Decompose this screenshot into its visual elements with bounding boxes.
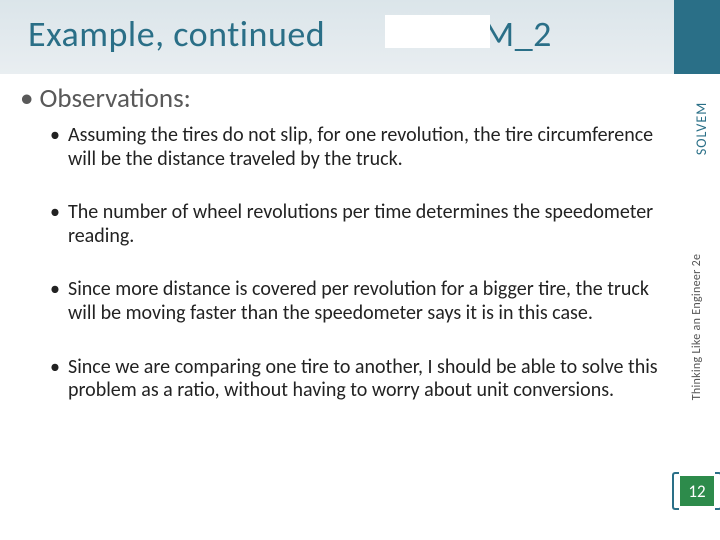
bullet-item: Since more distance is covered per revol…	[50, 278, 658, 325]
page-bracket-left-icon	[672, 472, 679, 510]
title-strike-box	[385, 15, 490, 48]
title-left: Example, continued	[28, 12, 325, 56]
slide-root: Example, continued SOLVEM_2 • Observatio…	[0, 0, 720, 540]
attribution-label: Thinking Like an Engineer 2e	[690, 242, 704, 412]
section-heading: • Observations:	[20, 82, 191, 115]
solvem-side-label: SOLVEM	[693, 102, 710, 155]
bullet-list: Assuming the tires do not slip, for one …	[50, 124, 658, 433]
bullet-item: Since we are comparing one tire to anoth…	[50, 356, 658, 403]
page-number-box: 12	[680, 476, 714, 506]
bullet-item: The number of wheel revolutions per time…	[50, 201, 658, 248]
page-number: 12	[688, 481, 705, 502]
page-bracket-right-icon	[715, 472, 720, 510]
bullet-item: Assuming the tires do not slip, for one …	[50, 124, 658, 171]
right-rail: SOLVEM Thinking Like an Engineer 2e 12	[674, 0, 720, 540]
rail-top-block	[674, 0, 720, 74]
